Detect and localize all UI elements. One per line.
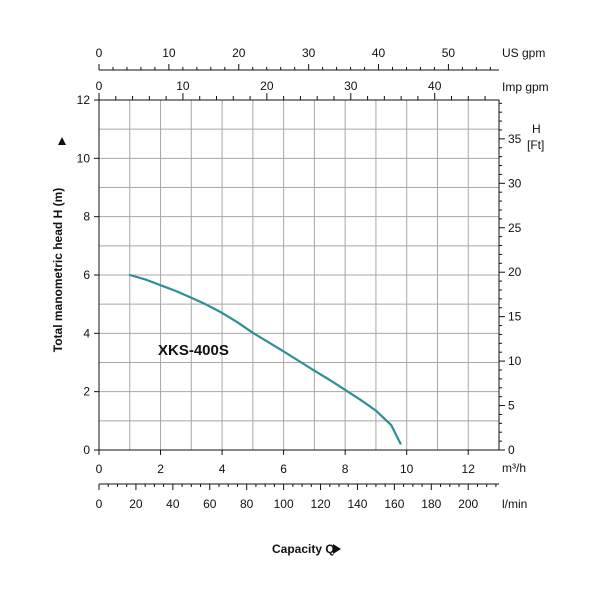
lmin-tick-label: 80: [240, 497, 254, 511]
axes: [98, 69, 500, 485]
m3h-tick-label: 8: [342, 462, 349, 476]
x-axis-title: Capacity Q: [272, 542, 335, 556]
lmin-tick-label: 60: [203, 497, 217, 511]
m3h-unit-label: m³/h: [502, 461, 526, 475]
head-ft-tick-label: 35: [508, 132, 522, 146]
m3h-tick-label: 6: [280, 462, 287, 476]
head-m-tick-label: 4: [83, 326, 90, 340]
lmin-tick-label: 200: [458, 497, 478, 511]
head-m-tick-label: 6: [83, 268, 90, 282]
lmin-tick-label: 0: [96, 497, 103, 511]
m3h-tick-label: 4: [219, 462, 226, 476]
imp-gpm-tick-label: 40: [428, 79, 442, 93]
us-gpm-tick-label: 50: [442, 46, 456, 60]
head-ft-unit-label-ft: [Ft]: [527, 138, 544, 152]
lmin-tick-label: 100: [274, 497, 294, 511]
head-ft-tick-label: 25: [508, 221, 522, 235]
head-ft-tick-label: 20: [508, 265, 522, 279]
lmin-tick-label: 140: [347, 497, 367, 511]
lmin-tick-label: 20: [129, 497, 143, 511]
head-ft-tick-label: 5: [508, 399, 515, 413]
y-axis-title: Total manometric head H (m): [51, 188, 65, 352]
lmin-tick-label: 40: [166, 497, 180, 511]
head-ft-tick-label: 10: [508, 354, 522, 368]
m3h-tick-label: 2: [157, 462, 164, 476]
lmin-tick-label: 180: [421, 497, 441, 511]
us-gpm-tick-label: 30: [302, 46, 316, 60]
m3h-tick-label: 0: [96, 462, 103, 476]
us-gpm-unit-label: US gpm: [502, 46, 545, 60]
head-m-tick-label: 8: [83, 210, 90, 224]
head-ft-tick-label: 30: [508, 176, 522, 190]
grid: [99, 100, 499, 450]
imp-gpm-tick-label: 20: [260, 79, 274, 93]
lmin-tick-label: 160: [384, 497, 404, 511]
lmin-unit-label: l/min: [502, 497, 527, 511]
series: [128, 273, 402, 445]
imp-gpm-tick-label: 30: [344, 79, 358, 93]
us-gpm-tick-label: 20: [232, 46, 246, 60]
y-axis-title-group: Total manometric head H (m): [51, 137, 66, 352]
imp-gpm-tick-label: 0: [96, 79, 103, 93]
series-label: XKS-400S: [158, 342, 229, 359]
head-ft-unit-label-h: H: [532, 122, 541, 136]
y-axis-arrow-icon: [58, 137, 66, 145]
head-m-tick-label: 2: [83, 385, 90, 399]
head-ft-tick-label: 0: [508, 443, 515, 457]
head-m-tick-label: 12: [77, 93, 91, 107]
us-gpm-tick-label: 0: [96, 46, 103, 60]
m3h-tick-label: 10: [400, 462, 414, 476]
head-m-tick-label: 0: [83, 443, 90, 457]
us-gpm-tick-label: 10: [162, 46, 176, 60]
us-gpm-tick-label: 40: [372, 46, 386, 60]
m3h-tick-label: 12: [462, 462, 476, 476]
lmin-tick-label: 120: [311, 497, 331, 511]
x-axis-arrow-icon: [333, 544, 341, 554]
imp-gpm-tick-label: 10: [176, 79, 190, 93]
head-ft-tick-label: 15: [508, 310, 522, 324]
series-line: [128, 273, 402, 445]
head-m-tick-label: 10: [77, 151, 91, 165]
imp-gpm-unit-label: Imp gpm: [502, 80, 549, 94]
